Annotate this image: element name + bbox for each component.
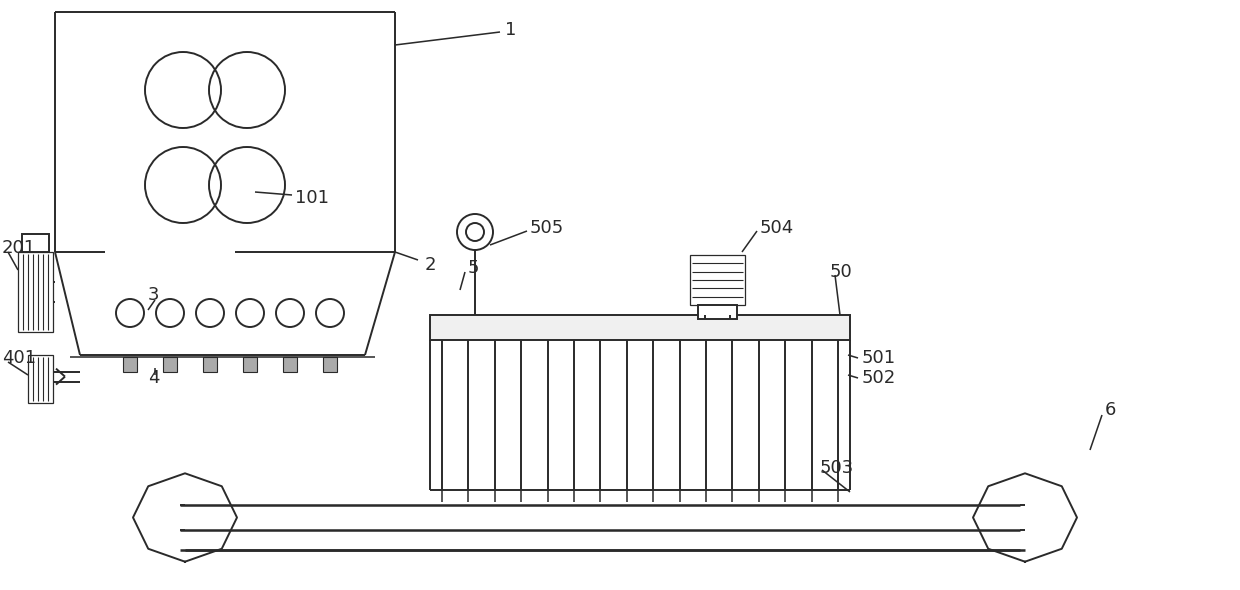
- Text: 101: 101: [295, 189, 329, 207]
- Text: 3: 3: [148, 286, 160, 304]
- Bar: [322, 357, 337, 372]
- Text: 4: 4: [148, 369, 160, 387]
- Bar: [698, 305, 737, 319]
- Bar: [19, 252, 53, 332]
- Text: 2: 2: [425, 256, 436, 274]
- Text: 1: 1: [505, 21, 516, 39]
- Text: 504: 504: [760, 219, 795, 237]
- Bar: [29, 355, 53, 403]
- Text: 5: 5: [467, 259, 480, 277]
- Bar: [203, 357, 217, 372]
- Text: 401: 401: [2, 349, 36, 367]
- Text: 6: 6: [1105, 401, 1116, 419]
- Bar: [162, 357, 177, 372]
- Text: 50: 50: [830, 263, 853, 281]
- Text: 503: 503: [820, 459, 854, 477]
- Text: 505: 505: [529, 219, 564, 237]
- Bar: [283, 357, 298, 372]
- Bar: [243, 357, 257, 372]
- Bar: [22, 234, 50, 252]
- Bar: [123, 357, 136, 372]
- Text: 502: 502: [862, 369, 897, 387]
- Bar: [430, 315, 849, 340]
- Bar: [689, 255, 745, 305]
- Text: 201: 201: [2, 239, 36, 257]
- Text: 501: 501: [862, 349, 897, 367]
